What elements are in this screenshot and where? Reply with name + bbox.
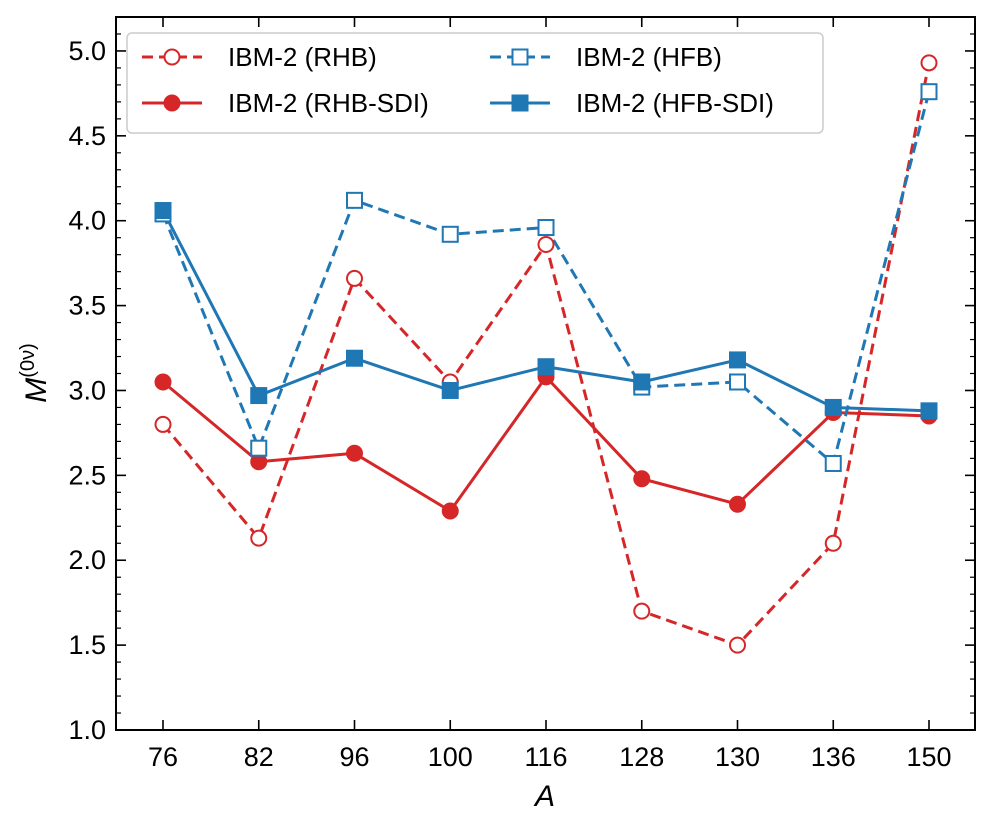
data-point-series-3 <box>250 387 268 405</box>
x-axis-label: A <box>533 780 555 813</box>
data-point-series-3 <box>441 381 459 399</box>
data-point-series-2 <box>441 225 459 243</box>
x-tick-label: 130 <box>715 742 760 772</box>
x-tick-label: 150 <box>906 742 951 772</box>
legend-marker-3 <box>511 94 529 112</box>
data-point-series-1 <box>729 495 746 513</box>
data-point-series-1 <box>633 470 651 488</box>
data-point-series-2 <box>537 219 555 237</box>
x-tick-label: 136 <box>811 742 856 772</box>
x-tick-label: 100 <box>428 742 473 772</box>
data-point-series-3 <box>154 202 172 220</box>
data-point-series-0 <box>537 235 555 253</box>
y-axis-label-superscript: (0ν) <box>17 343 39 377</box>
x-tick-label: 76 <box>148 742 178 772</box>
data-point-series-0 <box>154 415 172 433</box>
legend-marker-1 <box>163 94 181 112</box>
data-point-series-0 <box>250 529 268 547</box>
data-point-series-2 <box>729 373 746 391</box>
x-tick-label: 82 <box>244 742 274 772</box>
legend-marker-2 <box>511 48 529 66</box>
y-tick-label: 5.0 <box>68 36 106 66</box>
data-point-series-0 <box>824 534 842 552</box>
data-point-series-2 <box>250 439 268 457</box>
y-axis-label: M(0ν) <box>17 343 53 402</box>
y-tick-label: 1.5 <box>68 630 106 660</box>
data-point-series-1 <box>346 444 363 462</box>
data-point-series-1 <box>154 373 172 391</box>
legend-label-1: IBM-2 (RHB-SDI) <box>228 88 429 118</box>
data-point-series-3 <box>537 358 555 376</box>
data-point-series-3 <box>346 349 363 367</box>
y-tick-label: 4.0 <box>68 206 106 236</box>
data-point-series-0 <box>633 602 651 620</box>
data-point-series-3 <box>729 351 746 369</box>
legend: IBM-2 (RHB) IBM-2 (RHB-SDI) IBM-2 (HFB) IBM… <box>126 32 824 134</box>
data-point-series-0 <box>920 54 938 72</box>
x-tick-label: 116 <box>524 742 567 772</box>
data-point-series-2 <box>824 454 842 472</box>
data-point-series-3 <box>633 373 651 391</box>
data-point-series-3 <box>920 402 938 420</box>
series-markers <box>154 54 938 654</box>
legend-label-2: IBM-2 (HFB) <box>576 42 722 72</box>
axis-ticks: 1.0 1.5 2.0 2.5 3.0 3.5 4.0 4.5 5.0 76 82 96 100 116 1… <box>68 16 975 772</box>
y-tick-label: 1.0 <box>68 715 106 745</box>
data-point-series-0 <box>346 269 363 287</box>
data-point-series-0 <box>729 636 746 654</box>
legend-label-3: IBM-2 (HFB-SDI) <box>576 88 774 118</box>
x-tick-label: 96 <box>339 742 369 772</box>
legend-label-0: IBM-2 (RHB) <box>228 42 377 72</box>
y-tick-label: 2.5 <box>68 460 106 490</box>
y-axis-label-base: M <box>20 378 53 403</box>
data-point-series-2 <box>920 83 938 101</box>
y-tick-label: 3.0 <box>68 375 106 405</box>
data-point-series-3 <box>824 398 842 416</box>
data-point-series-2 <box>346 191 363 209</box>
legend-frame <box>126 32 824 134</box>
legend-marker-0 <box>163 48 181 66</box>
y-tick-label: 3.5 <box>68 291 106 321</box>
y-tick-label: 4.5 <box>68 121 106 151</box>
data-point-series-1 <box>441 502 459 520</box>
x-tick-label: 128 <box>619 742 664 772</box>
y-tick-label: 2.0 <box>68 545 106 575</box>
